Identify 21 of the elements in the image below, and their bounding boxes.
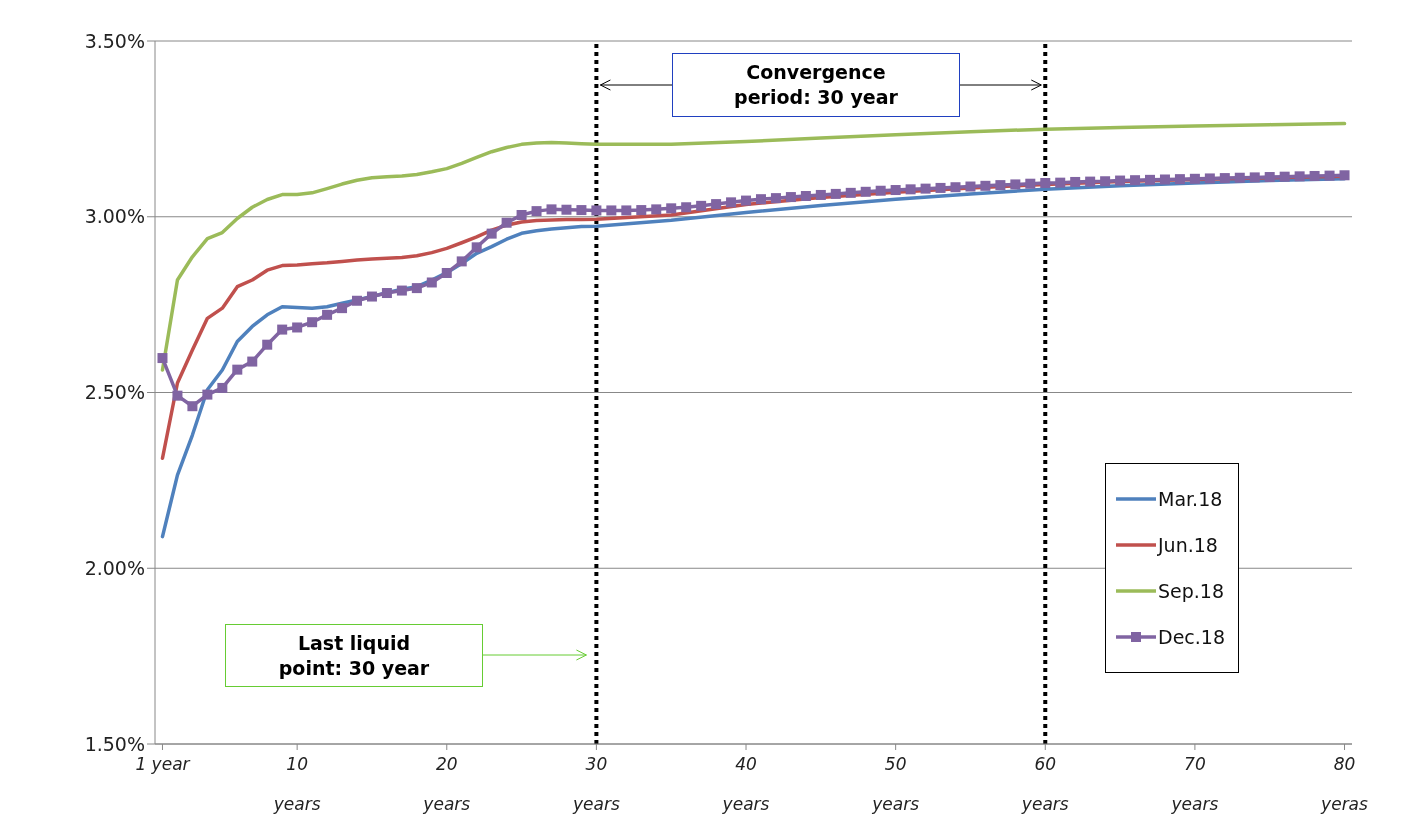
x-tick-label: 70 years [1170, 754, 1219, 814]
x-tick-label: 60 years [1020, 754, 1069, 814]
annotation: Convergence period: 30 year [672, 53, 960, 117]
y-tick-label: 1.50% [84, 732, 145, 755]
x-tick-label: 20 years [422, 754, 471, 814]
legend-label: Dec.18 [1158, 626, 1225, 648]
x-tick-label: 1 year [135, 754, 191, 774]
y-tick-label: 2.50% [84, 381, 145, 404]
annotation: Last liquid point: 30 year [225, 624, 483, 687]
y-tick-label: 3.00% [84, 205, 145, 228]
legend-label: Sep.18 [1158, 580, 1225, 602]
legend-label: Jun.18 [1158, 534, 1218, 556]
y-tick-label: 2.00% [84, 556, 145, 579]
x-tick-label: 40 years [721, 754, 770, 814]
x-tick-label: 30 years [572, 754, 620, 814]
x-tick-label: 50 years [871, 754, 920, 814]
line-series [160, 121, 1347, 372]
x-tick-label: 10 years [272, 754, 321, 814]
x-tick-label: 80 yeras [1320, 754, 1369, 814]
y-tick-label: 3.50% [84, 29, 145, 52]
legend-label: Mar.18 [1158, 488, 1223, 510]
